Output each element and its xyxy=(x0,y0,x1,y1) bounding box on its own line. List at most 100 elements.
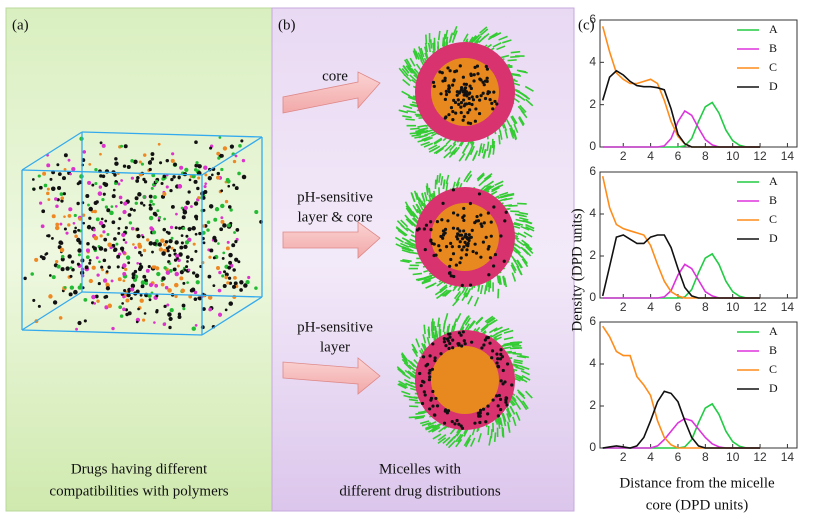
corona xyxy=(511,52,520,53)
particle xyxy=(69,275,72,278)
particle xyxy=(76,238,80,242)
drug xyxy=(448,332,451,335)
particle xyxy=(103,193,106,196)
particle xyxy=(107,265,111,269)
particle xyxy=(182,215,186,219)
particle xyxy=(92,266,96,270)
particle xyxy=(138,251,141,254)
drug xyxy=(459,106,462,109)
particle xyxy=(188,269,191,272)
particle xyxy=(64,227,67,230)
particle xyxy=(106,270,109,273)
particle xyxy=(195,324,198,327)
particle xyxy=(68,207,72,211)
particle xyxy=(161,182,164,185)
particle xyxy=(195,218,198,221)
drug xyxy=(465,253,468,256)
drug xyxy=(457,103,460,106)
drug xyxy=(434,253,437,256)
drug xyxy=(445,245,448,248)
corona xyxy=(510,344,519,345)
particle xyxy=(192,326,196,330)
particle xyxy=(238,144,242,148)
particle xyxy=(77,263,80,266)
x-tick-label: 8 xyxy=(702,300,709,314)
particle xyxy=(197,164,200,167)
particle xyxy=(220,154,224,158)
particle xyxy=(96,256,99,259)
particle xyxy=(89,259,92,262)
drug xyxy=(474,107,477,110)
drug xyxy=(471,229,474,232)
particle xyxy=(141,280,145,284)
particle xyxy=(57,265,61,269)
x-tick-label: 14 xyxy=(781,450,795,464)
particle xyxy=(197,296,200,299)
y-tick-label: 2 xyxy=(589,248,596,262)
particle xyxy=(45,252,48,255)
x-axis-label: core (DPD units) xyxy=(646,497,748,513)
particle xyxy=(135,196,139,200)
drug xyxy=(423,227,426,230)
particle xyxy=(232,268,235,271)
legend-label: D xyxy=(769,381,778,395)
particle xyxy=(107,242,112,247)
particle xyxy=(57,186,61,190)
particle xyxy=(98,191,103,196)
drug xyxy=(418,372,421,375)
particle xyxy=(131,227,134,230)
y-tick-label: 0 xyxy=(589,440,596,454)
x-tick-label: 2 xyxy=(620,149,627,163)
particle xyxy=(115,180,118,183)
drug xyxy=(431,342,434,345)
particle xyxy=(176,257,179,260)
particle xyxy=(233,276,237,280)
drug xyxy=(446,219,449,222)
particle xyxy=(100,266,103,269)
particle xyxy=(118,277,122,281)
drug xyxy=(460,111,463,114)
particle xyxy=(92,246,95,249)
particle xyxy=(175,226,178,229)
particle xyxy=(233,231,236,234)
particle xyxy=(184,168,188,172)
particle xyxy=(73,222,76,225)
particle xyxy=(182,304,186,308)
drug xyxy=(451,118,454,121)
particle xyxy=(192,271,195,274)
particle xyxy=(102,174,106,178)
particle xyxy=(153,242,157,246)
particle xyxy=(170,226,173,229)
x-tick-label: 12 xyxy=(753,300,767,314)
particle xyxy=(68,214,72,218)
drug xyxy=(483,221,486,224)
y-tick-label: 0 xyxy=(589,290,596,304)
particle xyxy=(42,172,46,176)
particle xyxy=(140,201,143,204)
drug xyxy=(462,76,465,79)
particle xyxy=(242,159,245,162)
x-tick-label: 14 xyxy=(781,300,795,314)
drug xyxy=(448,271,451,274)
particle xyxy=(75,328,78,331)
drug xyxy=(462,229,465,232)
particle xyxy=(59,316,63,320)
legend-label: C xyxy=(769,362,777,376)
particle xyxy=(194,297,198,301)
drug xyxy=(490,221,493,224)
particle xyxy=(173,163,177,167)
particle xyxy=(204,182,207,185)
drug xyxy=(462,119,465,122)
particle xyxy=(63,192,66,195)
particle xyxy=(177,315,181,319)
particle xyxy=(102,144,106,148)
caption: different drug distributions xyxy=(339,483,501,499)
drug xyxy=(452,99,455,102)
particle xyxy=(99,185,102,188)
particle xyxy=(161,276,165,280)
particle xyxy=(71,260,74,263)
particle xyxy=(146,269,150,273)
particle xyxy=(120,179,123,182)
particle xyxy=(228,301,233,306)
particle xyxy=(136,176,140,180)
